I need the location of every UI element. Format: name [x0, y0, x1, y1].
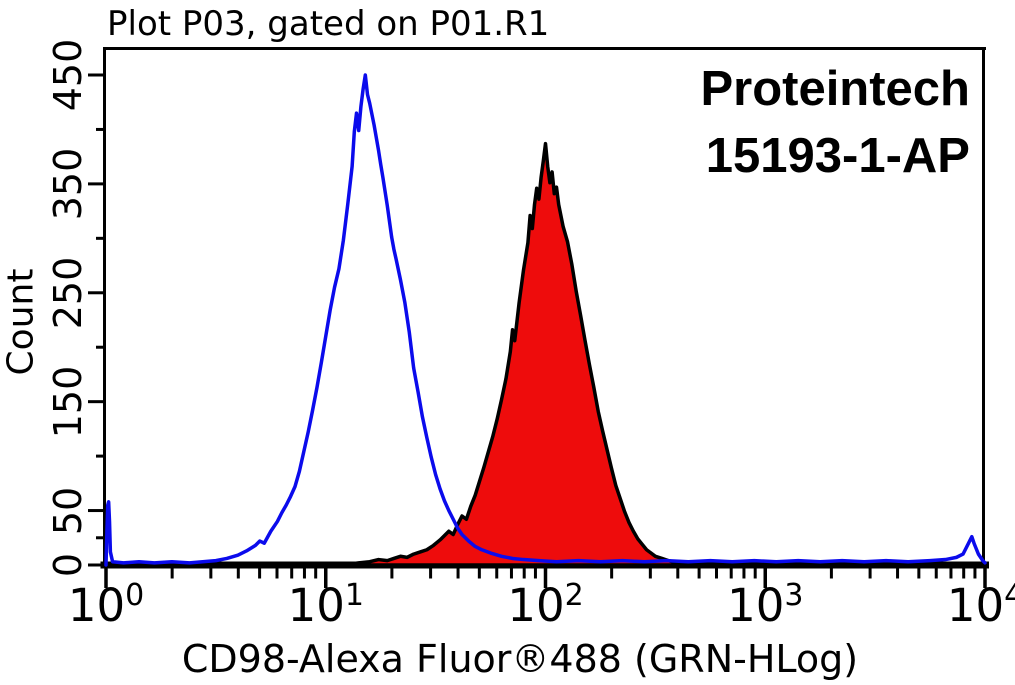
x-tick-base: 10	[946, 579, 1005, 632]
y-tick-label: 50	[46, 486, 90, 535]
watermark-catalog-number: 15193-1-AP	[705, 129, 970, 183]
x-tick-exponent: 1	[344, 578, 364, 613]
x-tick-base: 10	[507, 579, 565, 632]
y-tick-label: 450	[46, 38, 90, 112]
y-axis-title: Count	[0, 268, 42, 376]
y-tick-label: 250	[46, 256, 90, 330]
y-tick-label: 350	[46, 147, 90, 221]
x-tick-base: 10	[287, 579, 345, 632]
x-tick-base: 10	[727, 579, 785, 632]
x-tick-label: 103	[727, 578, 803, 632]
x-tick-label: 102	[507, 578, 583, 632]
x-tick-label: 104	[947, 578, 1015, 632]
watermark-brand: Proteintech	[700, 62, 970, 116]
y-tick-label: 150	[46, 365, 90, 438]
x-tick-label: 101	[288, 578, 364, 632]
x-tick-exponent: 0	[125, 578, 145, 613]
x-axis-title: CD98-Alexa Fluor®488 (GRN-HLog)	[181, 637, 859, 681]
x-tick-exponent: 2	[564, 578, 584, 613]
watermark-annotation: Proteintech 15193-1-AP	[700, 56, 970, 190]
control-histogram	[104, 73, 987, 567]
plot-title: Plot P03, gated on P01.R1	[107, 4, 550, 44]
x-tick-exponent: 3	[784, 578, 804, 613]
y-tick-label: 0	[46, 552, 90, 578]
x-tick-base: 10	[67, 579, 126, 632]
x-tick-label: 100	[68, 578, 144, 632]
x-tick-exponent: 4	[1004, 578, 1015, 613]
stained-histogram	[341, 141, 706, 567]
